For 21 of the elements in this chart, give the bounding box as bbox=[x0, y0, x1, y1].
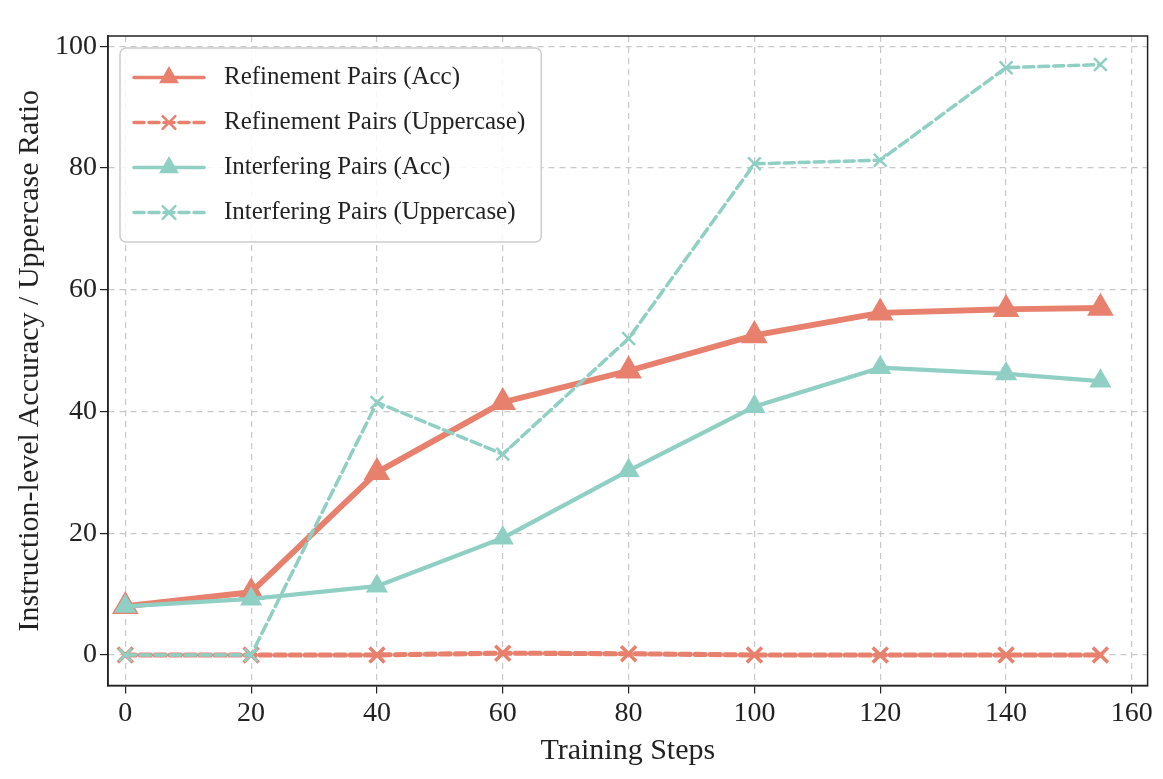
x-tick-label: 60 bbox=[488, 695, 517, 727]
y-axis-title: Instruction-level Accuracy / Uppercase Ratio bbox=[10, 89, 44, 632]
y-tick-label: 100 bbox=[55, 28, 97, 60]
x-tick-label: 0 bbox=[118, 695, 133, 727]
y-tick-label: 80 bbox=[69, 150, 97, 182]
x-tick-label: 80 bbox=[614, 695, 643, 727]
legend-label: Refinement Pairs (Uppercase) bbox=[224, 107, 526, 136]
x-tick-label: 40 bbox=[362, 695, 391, 727]
x-tick-label: 20 bbox=[237, 695, 266, 727]
legend-label: Refinement Pairs (Acc) bbox=[224, 62, 461, 91]
x-tick-label: 100 bbox=[733, 695, 776, 727]
x-axis-title: Training Steps bbox=[540, 731, 716, 765]
y-tick-label: 0 bbox=[83, 637, 97, 669]
x-tick-label: 140 bbox=[985, 695, 1028, 727]
y-tick-label: 60 bbox=[69, 272, 97, 304]
legend-label: Interfering Pairs (Uppercase) bbox=[224, 197, 516, 226]
y-tick-label: 40 bbox=[69, 393, 97, 425]
x-tick-label: 160 bbox=[1110, 695, 1153, 727]
x-tick-label: 120 bbox=[859, 695, 902, 727]
legend-label: Interfering Pairs (Acc) bbox=[224, 152, 451, 181]
y-tick-label: 20 bbox=[69, 515, 97, 547]
